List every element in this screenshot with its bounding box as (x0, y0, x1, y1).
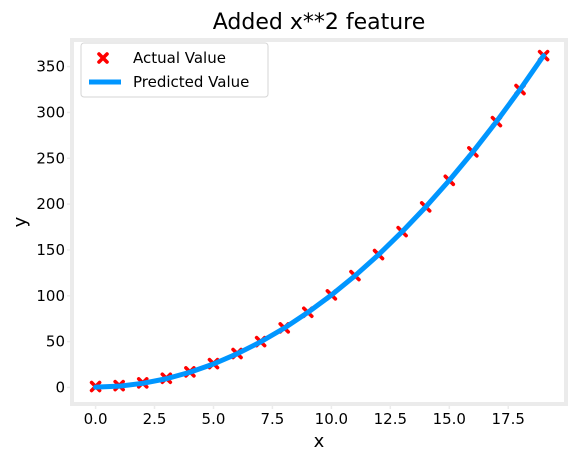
y-axis-label: y (10, 216, 31, 227)
x-tick-label: 10.0 (315, 410, 348, 428)
chart-legend: Actual Value Predicted Value (80, 42, 269, 98)
x-tick-label: 5.0 (202, 410, 226, 428)
chart-title: Added x**2 feature (213, 10, 426, 35)
y-tick-label: 350 (36, 58, 65, 76)
plot-frame (70, 38, 568, 406)
y-tick-label: 150 (36, 241, 65, 259)
y-tick-label: 100 (36, 287, 65, 305)
x-tick-label: 0.0 (84, 410, 108, 428)
x-tick-label: 12.5 (374, 410, 407, 428)
predicted-value-line (93, 53, 547, 390)
y-tick-label: 50 (46, 333, 65, 351)
marker-stroke (97, 52, 109, 64)
plot-group (89, 49, 550, 393)
x-tick-label: 17.5 (492, 410, 525, 428)
x-tick-label: 2.5 (143, 410, 167, 428)
x-axis-label: x (314, 431, 325, 452)
legend-label: Predicted Value (133, 73, 249, 91)
legend-label: Actual Value (133, 49, 226, 67)
y-tick-label: 300 (36, 103, 65, 121)
x-tick-label: 15.0 (433, 410, 466, 428)
y-tick-label: 0 (55, 378, 65, 396)
y-tick-label: 200 (36, 195, 65, 213)
x-tick-label: 7.5 (260, 410, 284, 428)
legend-marker-actual (97, 52, 109, 64)
legend-box (80, 42, 269, 98)
axes-group: 0.0 2.5 5.0 7.5 10.0 12.5 15.0 17.5 0 50 100 150 200… (36, 38, 568, 428)
y-tick-label: 250 (36, 149, 65, 167)
